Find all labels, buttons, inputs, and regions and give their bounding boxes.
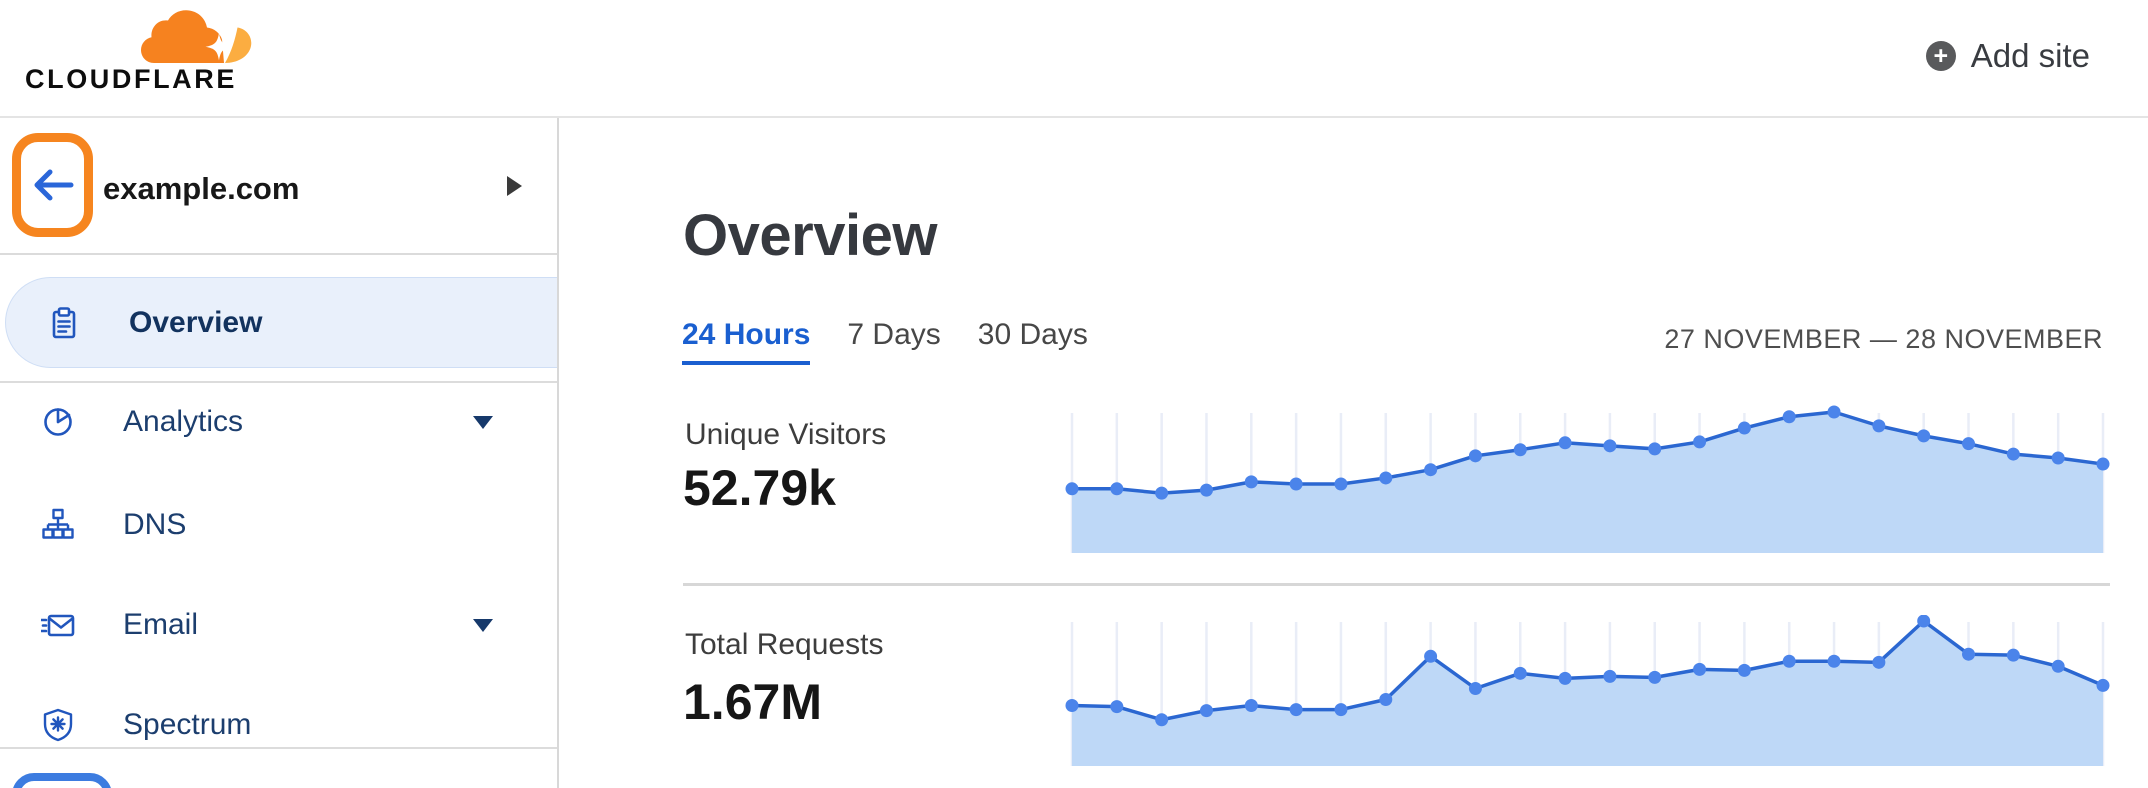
plus-icon: + xyxy=(1925,41,1956,71)
data-point xyxy=(1155,713,1169,727)
data-point xyxy=(1424,463,1438,477)
data-point xyxy=(1379,471,1393,485)
cloudflare-logo[interactable]: CLOUDFLARE xyxy=(25,8,261,94)
sidebar-item-email[interactable]: Email xyxy=(0,575,557,675)
data-point xyxy=(2006,648,2020,662)
divider xyxy=(0,747,557,749)
data-point xyxy=(1648,442,1662,456)
back-arrow-icon[interactable] xyxy=(31,167,75,203)
chevron-right-icon[interactable] xyxy=(507,176,522,196)
data-point xyxy=(1199,704,1213,718)
data-point xyxy=(1558,671,1572,685)
tab-24-hours[interactable]: 24 Hours xyxy=(682,318,811,365)
sidebar-item-spectrum[interactable]: Spectrum xyxy=(0,675,557,775)
data-point xyxy=(1513,666,1527,680)
cloudflare-cloud-icon xyxy=(141,10,252,64)
data-point xyxy=(1155,486,1169,500)
chevron-down-icon xyxy=(473,416,493,429)
site-name: example.com xyxy=(103,171,300,206)
sidebar-item-analytics[interactable]: Analytics xyxy=(0,372,557,472)
data-point xyxy=(2051,659,2065,673)
page-title: Overview xyxy=(683,203,937,268)
data-point xyxy=(1110,482,1124,496)
data-point xyxy=(2051,451,2065,465)
add-site-label: Add site xyxy=(1970,37,2090,74)
sidebar-item-label: Email xyxy=(123,608,199,641)
sitemap-icon xyxy=(42,508,74,539)
clipboard-icon xyxy=(52,306,76,338)
data-point xyxy=(1737,421,1751,435)
data-point xyxy=(1962,647,1976,661)
pie-chart-icon xyxy=(44,408,72,436)
data-point xyxy=(1827,654,1841,668)
data-point xyxy=(1603,669,1617,683)
sidebar-item-label: Spectrum xyxy=(123,708,252,741)
date-range-label: 27 NOVEMBER — 28 NOVEMBER xyxy=(1664,324,2103,354)
divider xyxy=(0,381,557,383)
data-point xyxy=(1468,449,1482,463)
shield-icon xyxy=(43,708,73,742)
time-range-tabs: 24 Hours 7 Days 30 Days xyxy=(682,318,1088,365)
data-point xyxy=(1917,429,1931,443)
tab-7-days[interactable]: 7 Days xyxy=(847,318,941,351)
sidebar-item-overview[interactable]: Overview xyxy=(5,277,557,368)
data-point xyxy=(1065,482,1079,496)
data-point xyxy=(1648,670,1662,684)
data-point xyxy=(1289,477,1303,491)
top-header: CLOUDFLARE + Add site xyxy=(0,0,2148,118)
back-button-highlight-annotation xyxy=(12,133,93,237)
envelope-icon xyxy=(41,614,75,637)
data-point xyxy=(1244,699,1258,713)
data-point xyxy=(1513,443,1527,457)
data-point xyxy=(1110,700,1124,714)
sparkline-svg xyxy=(1065,405,2110,553)
data-point xyxy=(1872,419,1886,433)
data-point xyxy=(1827,405,1841,419)
data-point xyxy=(1737,663,1751,677)
unique-visitors-label: Unique Visitors xyxy=(685,418,887,451)
tab-30-days[interactable]: 30 Days xyxy=(977,318,1088,351)
data-point xyxy=(1872,655,1886,669)
data-point xyxy=(1917,614,1931,628)
unique-visitors-chart xyxy=(1065,400,2113,553)
total-requests-chart xyxy=(1065,614,2113,766)
chevron-down-icon xyxy=(473,619,493,632)
data-point xyxy=(2096,457,2110,471)
data-point xyxy=(1289,703,1303,717)
data-point xyxy=(1782,410,1796,424)
divider xyxy=(683,583,2110,586)
data-point xyxy=(1693,435,1707,449)
total-requests-label: Total Requests xyxy=(685,628,884,661)
sidebar-item-label: Overview xyxy=(129,305,263,339)
sidebar-item-label: Analytics xyxy=(123,405,244,438)
sparkline-svg xyxy=(1065,614,2110,766)
data-point xyxy=(1782,654,1796,668)
data-point xyxy=(1334,477,1348,491)
data-point xyxy=(1693,662,1707,676)
total-requests-value: 1.67M xyxy=(683,674,822,730)
data-point xyxy=(2096,678,2110,692)
data-point xyxy=(1199,483,1213,497)
data-point xyxy=(1379,692,1393,706)
sidebar: example.com Overview Ana xyxy=(0,118,559,788)
data-point xyxy=(1558,436,1572,450)
data-point xyxy=(1603,439,1617,453)
add-site-button[interactable]: + Add site xyxy=(1925,36,2090,76)
data-point xyxy=(1962,437,1976,451)
data-point xyxy=(1468,682,1482,696)
data-point xyxy=(1065,699,1079,713)
sidebar-item-label: DNS xyxy=(123,508,187,541)
unique-visitors-value: 52.79k xyxy=(683,460,836,516)
clipped-highlight-annotation xyxy=(12,773,112,788)
cloudflare-wordmark: CLOUDFLARE xyxy=(25,64,237,94)
data-point xyxy=(2006,447,2020,461)
site-selector-row: example.com xyxy=(0,118,557,255)
sidebar-item-dns[interactable]: DNS xyxy=(0,475,557,575)
data-point xyxy=(1244,475,1258,489)
data-point xyxy=(1424,649,1438,663)
data-point xyxy=(1334,703,1348,717)
